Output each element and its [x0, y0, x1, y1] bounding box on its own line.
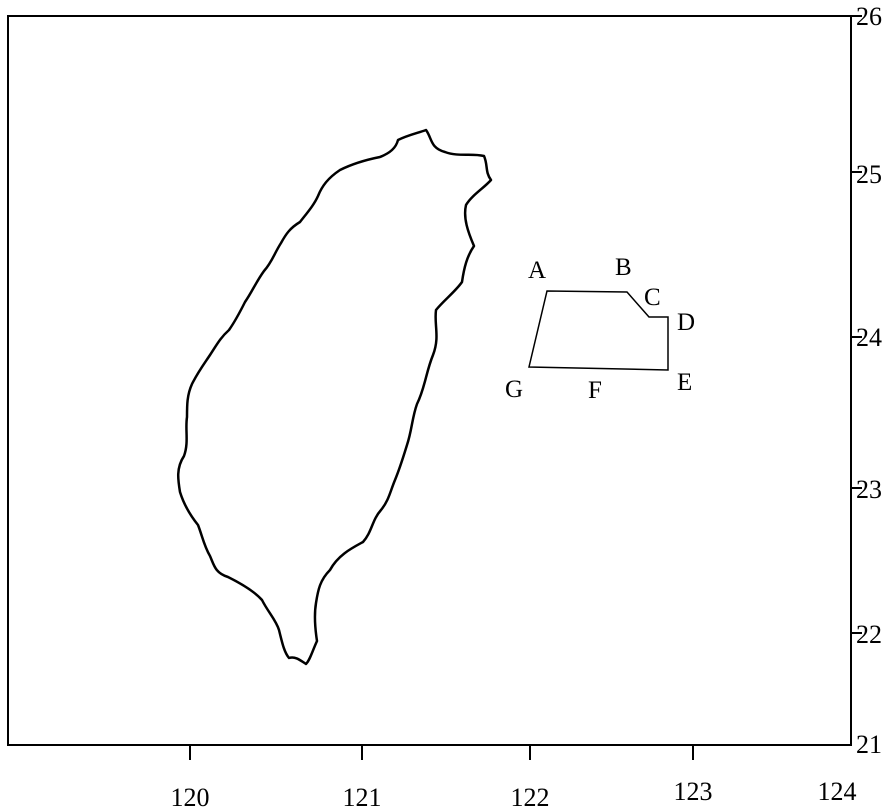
y-tick-label-25: 25 [856, 160, 882, 189]
map-frame [7, 15, 852, 746]
y-tick-label-23: 23 [856, 475, 882, 504]
island-outline [177, 128, 493, 666]
region-polygon [528, 290, 669, 371]
point-label-f: F [588, 377, 602, 404]
point-label-e: E [677, 369, 692, 396]
point-label-b: B [615, 254, 632, 281]
y-tick-label-24: 24 [856, 323, 882, 352]
x-tick-label-124: 124 [818, 777, 857, 806]
point-label-g: G [505, 376, 523, 403]
x-tick-label-120: 120 [171, 783, 210, 810]
y-tick-label-21: 21 [856, 730, 882, 759]
y-axis-ticks [851, 15, 862, 634]
x-tick-label-122: 122 [511, 783, 550, 810]
y-tick-label-22: 22 [856, 620, 882, 649]
x-tick-label-123: 123 [674, 777, 713, 806]
point-label-d: D [677, 309, 695, 336]
x-tick-label-121: 121 [343, 783, 382, 810]
point-label-a: A [528, 257, 546, 284]
y-tick-label-26: 26 [856, 2, 882, 31]
point-label-c: C [644, 284, 661, 311]
x-axis-ticks [189, 745, 694, 760]
